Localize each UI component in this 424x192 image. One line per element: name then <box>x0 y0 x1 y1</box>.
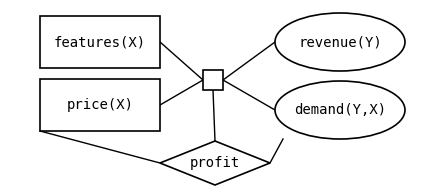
Text: price(X): price(X) <box>67 98 134 112</box>
Bar <box>203 70 223 90</box>
Text: demand(Y,X): demand(Y,X) <box>294 103 386 117</box>
Text: revenue(Y): revenue(Y) <box>298 35 382 49</box>
Polygon shape <box>160 141 270 185</box>
Bar <box>40 16 160 68</box>
Text: profit: profit <box>190 156 240 170</box>
Text: features(X): features(X) <box>54 35 146 49</box>
Ellipse shape <box>275 81 405 139</box>
Bar <box>40 79 160 131</box>
Ellipse shape <box>275 13 405 71</box>
